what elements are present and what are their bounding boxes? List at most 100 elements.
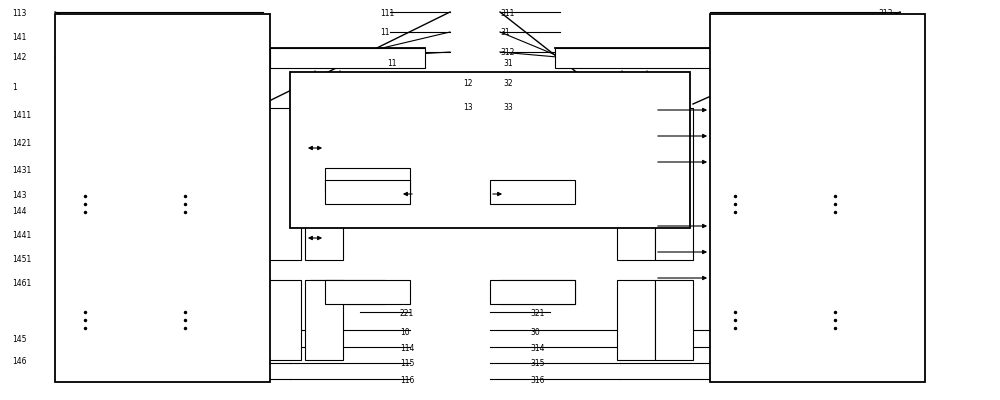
Text: 342: 342 xyxy=(878,54,893,62)
Bar xyxy=(310,280,385,304)
Bar xyxy=(410,100,485,122)
Bar xyxy=(325,168,410,192)
Bar xyxy=(710,226,795,250)
Text: 3441: 3441 xyxy=(878,232,897,240)
Bar xyxy=(60,162,145,186)
Text: 3421: 3421 xyxy=(878,138,897,146)
Bar xyxy=(617,108,655,260)
Text: 146: 146 xyxy=(12,358,26,366)
Text: 1431: 1431 xyxy=(12,166,31,174)
Text: 1441: 1441 xyxy=(12,232,31,240)
Text: 31: 31 xyxy=(500,28,510,37)
Text: 311: 311 xyxy=(500,10,514,18)
Text: 116: 116 xyxy=(400,376,414,385)
Text: 3461: 3461 xyxy=(878,280,897,288)
Text: 114: 114 xyxy=(400,344,414,353)
Bar xyxy=(710,14,925,382)
Bar xyxy=(55,14,270,382)
Text: 113: 113 xyxy=(12,10,26,18)
Bar xyxy=(812,162,897,186)
Text: 115: 115 xyxy=(400,360,414,368)
Text: 33: 33 xyxy=(503,104,513,112)
Text: 312: 312 xyxy=(500,48,514,57)
Bar xyxy=(263,280,301,360)
Bar xyxy=(325,180,410,204)
Text: 1461: 1461 xyxy=(12,280,31,288)
Text: 343: 343 xyxy=(878,192,893,200)
Bar xyxy=(617,280,655,360)
Text: 111: 111 xyxy=(380,10,394,18)
Text: 1451: 1451 xyxy=(12,256,31,264)
Text: 3431: 3431 xyxy=(878,164,897,172)
Bar xyxy=(60,252,145,276)
Bar xyxy=(325,280,410,304)
Bar xyxy=(500,76,548,93)
Text: 13: 13 xyxy=(460,104,470,112)
Text: 144: 144 xyxy=(12,208,26,216)
Bar xyxy=(160,252,245,276)
Text: 30: 30 xyxy=(530,328,540,337)
Bar xyxy=(500,99,548,116)
Bar xyxy=(812,110,897,134)
Text: 12: 12 xyxy=(460,80,470,88)
Text: 346: 346 xyxy=(878,358,893,366)
Text: 145: 145 xyxy=(12,336,26,344)
Text: 1411: 1411 xyxy=(12,112,31,120)
Text: 2: 2 xyxy=(460,160,465,168)
Bar xyxy=(160,162,245,186)
Bar xyxy=(500,280,575,304)
Text: 321: 321 xyxy=(530,310,544,318)
Text: 221: 221 xyxy=(400,310,414,318)
Bar xyxy=(655,108,693,260)
Bar xyxy=(812,136,897,160)
Bar xyxy=(490,280,575,304)
Bar xyxy=(263,108,301,260)
Text: 11: 11 xyxy=(387,60,396,68)
Bar xyxy=(270,48,425,68)
Bar xyxy=(60,136,145,160)
Text: 32: 32 xyxy=(503,80,513,88)
Bar xyxy=(60,226,145,250)
Bar xyxy=(500,164,575,188)
Text: 316: 316 xyxy=(530,376,544,385)
Bar xyxy=(160,110,245,134)
Text: 112: 112 xyxy=(380,48,394,57)
Text: 315: 315 xyxy=(530,360,544,368)
Text: 341: 341 xyxy=(878,34,893,42)
Bar xyxy=(710,278,795,302)
Text: 141: 141 xyxy=(12,34,26,42)
Bar xyxy=(160,278,245,302)
Text: 313: 313 xyxy=(878,10,893,18)
Text: 3411: 3411 xyxy=(878,112,897,120)
Bar xyxy=(710,136,795,160)
Bar xyxy=(520,100,595,122)
Text: 32: 32 xyxy=(500,76,510,84)
Text: 344: 344 xyxy=(878,208,893,216)
Bar xyxy=(290,72,690,228)
Bar xyxy=(418,99,466,116)
Text: 314: 314 xyxy=(530,344,544,353)
Bar xyxy=(60,278,145,302)
Bar xyxy=(655,280,693,360)
Text: 13: 13 xyxy=(463,104,473,112)
Bar xyxy=(490,180,575,204)
Text: 142: 142 xyxy=(12,54,26,62)
Bar xyxy=(160,226,245,250)
Bar xyxy=(812,278,897,302)
Bar xyxy=(555,48,710,68)
Text: 10: 10 xyxy=(400,328,410,337)
Bar xyxy=(812,252,897,276)
Bar xyxy=(418,76,466,93)
Bar xyxy=(520,74,595,96)
Text: 1421: 1421 xyxy=(12,140,31,148)
Bar xyxy=(160,136,245,160)
Bar xyxy=(60,110,145,134)
Bar xyxy=(305,280,343,360)
Text: 12: 12 xyxy=(463,80,473,88)
Bar xyxy=(410,74,485,96)
Text: 11: 11 xyxy=(380,28,390,37)
Text: 3: 3 xyxy=(878,82,883,90)
Bar xyxy=(305,108,343,260)
Bar xyxy=(710,252,795,276)
Text: 3451: 3451 xyxy=(878,256,897,264)
